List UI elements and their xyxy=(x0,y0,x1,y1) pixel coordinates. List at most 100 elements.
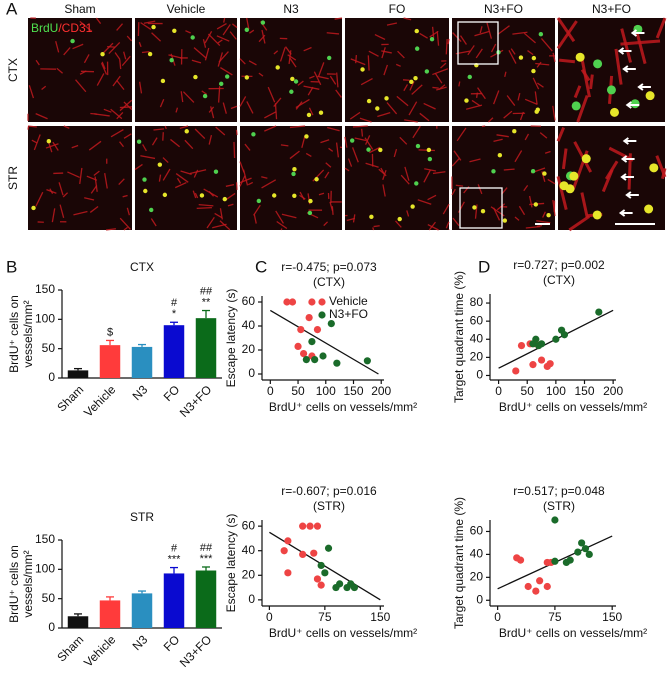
y-tick-label: 20 xyxy=(470,570,484,584)
vessel xyxy=(523,184,529,192)
arrow xyxy=(618,209,633,217)
vessel xyxy=(110,128,124,138)
cell xyxy=(472,205,477,210)
vessel xyxy=(164,125,167,130)
vessel xyxy=(438,84,446,90)
micrographs xyxy=(27,17,667,232)
x-tick-label: FO xyxy=(161,382,183,404)
micrograph xyxy=(451,125,556,230)
vessel xyxy=(451,188,456,196)
vessel xyxy=(126,207,131,216)
y-tick-label: 20 xyxy=(470,350,484,364)
vessel xyxy=(217,39,223,44)
cell xyxy=(581,154,591,164)
significance: ## xyxy=(200,542,213,554)
vessel xyxy=(116,23,124,31)
vessel xyxy=(452,217,460,227)
vessel xyxy=(534,91,538,105)
vessel xyxy=(386,102,398,115)
y-tick-label: 0 xyxy=(476,592,483,606)
vessel xyxy=(556,126,566,142)
point xyxy=(288,298,297,306)
vessel xyxy=(176,177,182,184)
cell xyxy=(199,193,205,198)
cell xyxy=(260,20,266,25)
chart-title: r=0.727; p=0.002 xyxy=(513,258,605,272)
vessel xyxy=(556,17,576,43)
cell xyxy=(630,99,640,109)
x-tick-label: 0 xyxy=(267,384,274,398)
vessel xyxy=(253,204,261,216)
vessel xyxy=(374,34,386,41)
vessel xyxy=(105,228,116,231)
point xyxy=(574,548,582,556)
y-tick-label: 60 xyxy=(470,524,484,538)
cell xyxy=(410,204,415,209)
arrow xyxy=(625,191,639,199)
point xyxy=(332,583,340,592)
point xyxy=(535,342,543,350)
vessel xyxy=(344,167,350,172)
vessel xyxy=(93,170,100,176)
point xyxy=(308,298,316,306)
vessel xyxy=(274,103,278,120)
vessel xyxy=(202,39,207,48)
column-label: N3+FO xyxy=(484,2,523,16)
vessel xyxy=(31,139,38,144)
vessel xyxy=(532,77,540,90)
vessel xyxy=(62,192,69,198)
micrograph xyxy=(135,17,238,122)
vessel xyxy=(196,206,212,210)
point xyxy=(581,545,590,553)
vessel xyxy=(100,62,108,75)
cell xyxy=(369,214,374,220)
cell xyxy=(429,37,435,42)
vessel xyxy=(63,125,70,129)
vessel xyxy=(297,80,304,86)
point xyxy=(333,359,341,367)
vessel xyxy=(373,225,380,228)
y-axis-label-line: vessels/mm² xyxy=(21,300,35,367)
vessel xyxy=(216,35,230,42)
cell xyxy=(293,79,299,84)
cell xyxy=(606,85,616,95)
point xyxy=(585,550,593,559)
vessel xyxy=(442,203,450,215)
y-tick-label: 40 xyxy=(470,331,484,345)
x-axis-label: BrdU⁺ cells on vessels/mm² xyxy=(269,400,417,414)
micrograph-bg xyxy=(135,126,237,230)
micrograph-bg xyxy=(345,126,449,230)
vessel xyxy=(506,95,516,106)
vessel xyxy=(247,181,254,186)
vessel xyxy=(386,22,398,26)
cell xyxy=(193,74,198,80)
cell xyxy=(497,153,503,158)
x-tick-label: 75 xyxy=(548,610,562,624)
cell xyxy=(350,138,355,143)
cell xyxy=(491,169,496,174)
vessel xyxy=(174,181,187,189)
cell xyxy=(593,59,603,69)
x-tick-label: N3 xyxy=(130,382,151,403)
vessel xyxy=(419,112,430,122)
significance: ## xyxy=(200,285,213,297)
vessel xyxy=(222,24,231,36)
vessel xyxy=(412,125,421,139)
bar xyxy=(131,346,153,378)
y-tick-label: 60 xyxy=(242,294,256,308)
vessel xyxy=(406,210,410,217)
vessel xyxy=(479,26,483,34)
vessel xyxy=(227,203,234,207)
x-tick-label: 0 xyxy=(495,384,502,398)
vessel xyxy=(589,74,594,90)
vessel xyxy=(104,173,108,189)
vessel xyxy=(84,197,95,201)
cell xyxy=(244,75,250,80)
vessel xyxy=(280,228,283,231)
vessel xyxy=(242,169,249,186)
micrograph-bg xyxy=(452,126,555,230)
point xyxy=(317,581,325,589)
vessel xyxy=(504,71,507,78)
vessel xyxy=(180,170,192,175)
vessel xyxy=(419,32,428,39)
